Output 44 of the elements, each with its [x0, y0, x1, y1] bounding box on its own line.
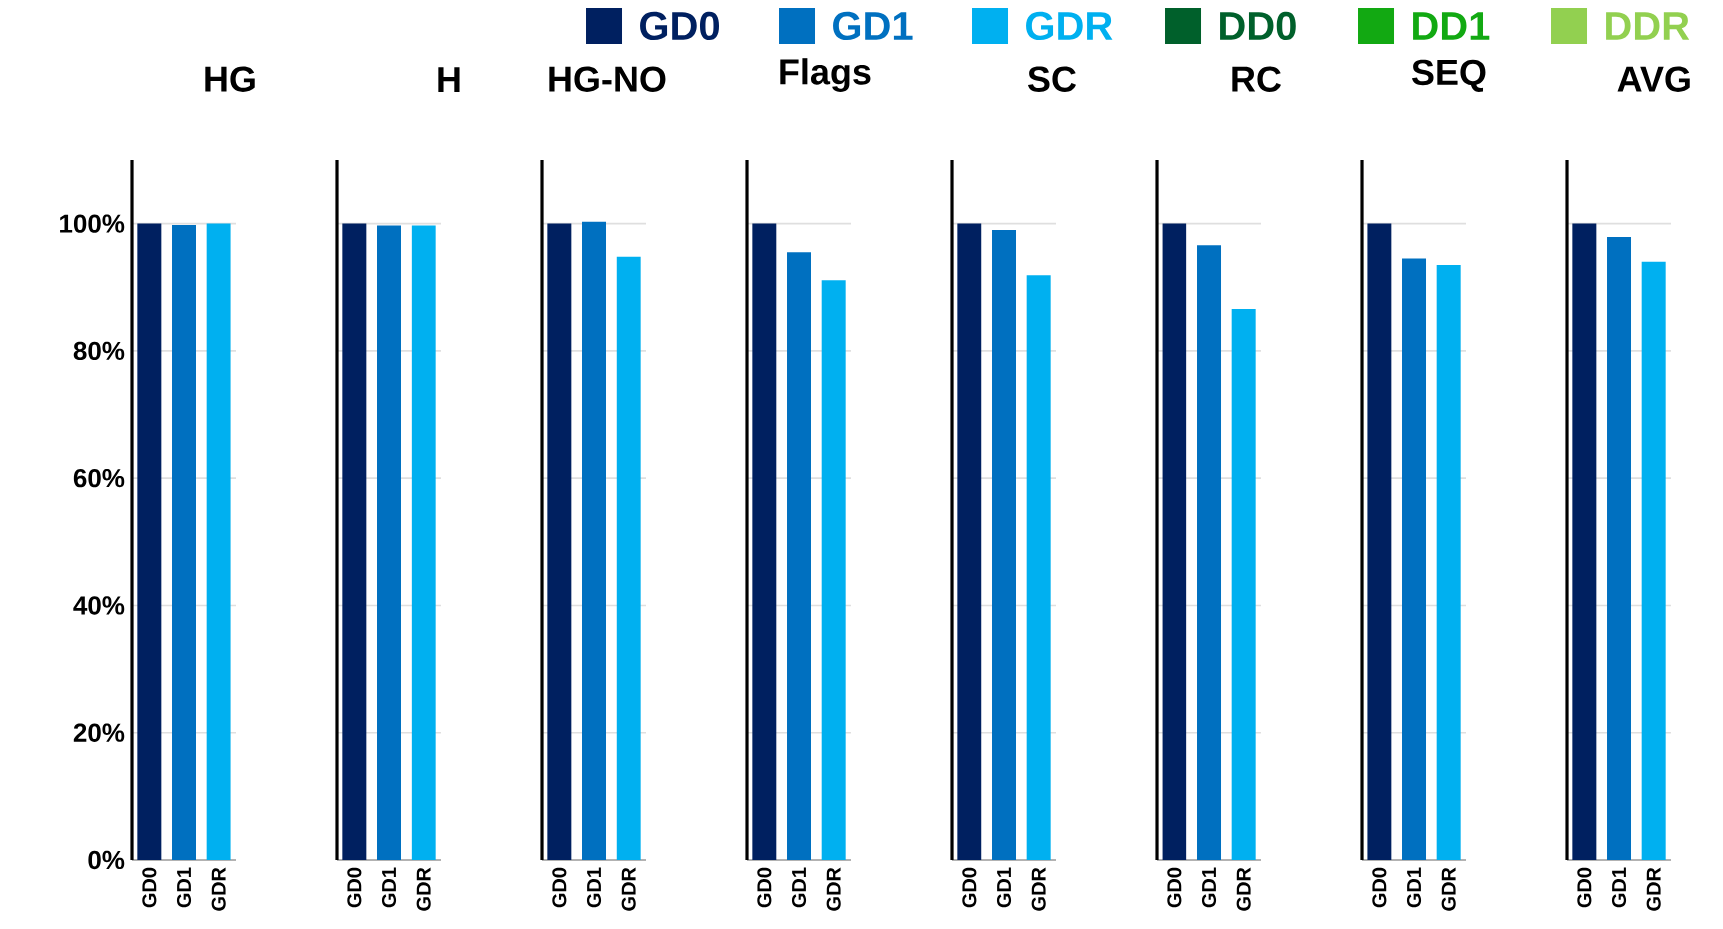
chart-title: HG-NO	[549, 66, 666, 92]
x-tick-label: GDR	[1646, 867, 1661, 911]
x-tick-label: GD1	[1406, 867, 1422, 908]
x-tick-label: GD0	[142, 867, 157, 908]
x-tick-label: GD1	[1201, 867, 1217, 908]
x-tick-label: GD1	[381, 867, 397, 908]
x-tick-label: GDR	[621, 867, 636, 911]
y-tick-label: 60%	[73, 468, 125, 488]
x-tick-label: GD1	[791, 867, 807, 908]
x-tick-label: GD0	[1167, 867, 1182, 908]
x-tick-label: GDR	[1441, 867, 1456, 911]
legend-label: GDR	[1026, 11, 1113, 41]
chart-title: Flags	[780, 58, 871, 92]
x-tick-label: GD1	[996, 867, 1012, 908]
x-tick-label: GDR	[1236, 867, 1251, 911]
legend-label: DD1	[1413, 12, 1490, 40]
x-tick-label: GDR	[416, 867, 431, 911]
legend-label: DDR	[1606, 12, 1690, 40]
y-tick-label: 100%	[60, 214, 125, 233]
chart-title: SC	[1027, 66, 1076, 92]
chart-title: HG	[205, 66, 255, 92]
x-tick-label: GD0	[1372, 867, 1387, 908]
x-tick-label: GD0	[1577, 867, 1592, 908]
x-tick-label: GD1	[176, 867, 192, 908]
x-tick-label: GD1	[1611, 867, 1627, 908]
y-tick-label: 40%	[73, 596, 125, 615]
x-tick-label: GD0	[552, 867, 567, 908]
x-tick-label: GD0	[347, 867, 362, 908]
y-tick-label: 0%	[88, 850, 125, 870]
chart-title: AVG	[1617, 66, 1690, 92]
legend-label: GD0	[640, 11, 720, 41]
x-tick-label: GDR	[211, 867, 226, 911]
x-tick-label: GD0	[757, 867, 772, 908]
legend-label: GD1	[833, 11, 913, 41]
legend-label: DD0	[1220, 11, 1296, 41]
chart-title: SEQ	[1411, 59, 1486, 92]
x-tick-label: GDR	[826, 867, 841, 911]
y-tick-label: 80%	[73, 341, 125, 361]
y-tick-label: 20%	[73, 723, 125, 742]
x-tick-label: GDR	[1031, 867, 1046, 911]
chart-title: RC	[1232, 66, 1281, 92]
x-tick-label: GD0	[962, 867, 977, 908]
chart-title: H	[438, 67, 460, 92]
x-tick-label: GD1	[586, 867, 602, 908]
